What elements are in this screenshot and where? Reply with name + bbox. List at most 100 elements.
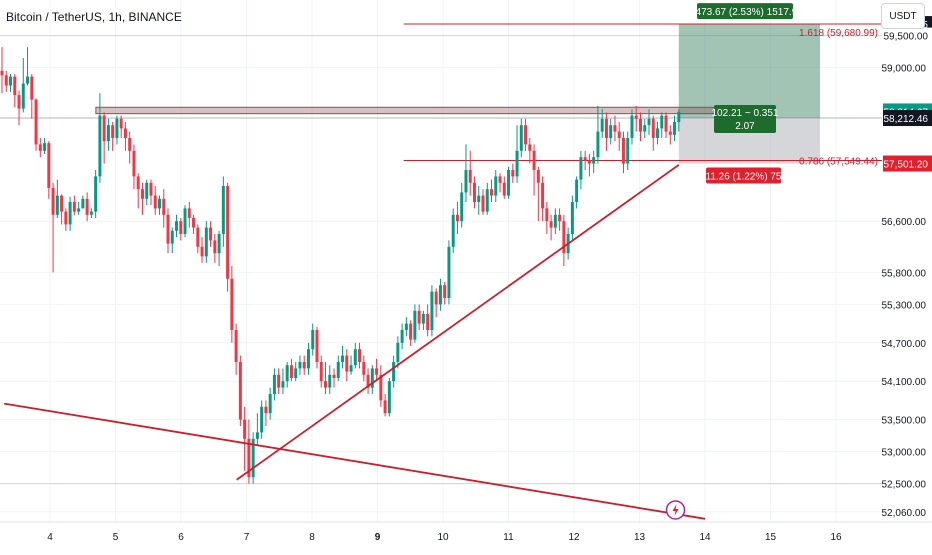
candle [290,365,293,378]
candle [430,292,433,330]
candle [579,157,582,179]
candle [264,407,267,413]
candle [520,125,523,151]
candle [162,199,165,215]
stop-price-tag: 57,501.20 [884,160,929,171]
candle [137,176,140,189]
price-tick: 53,500.00 [882,416,927,427]
candle [384,400,387,413]
currency-button[interactable]: USDT [881,3,925,29]
candle [230,279,233,330]
price-tick: 55,800.00 [882,268,927,279]
candle [545,208,548,221]
candle [507,170,510,196]
candle [179,221,182,234]
candle [354,349,357,365]
candle [30,77,33,100]
price-tag-plain: 59,500.00 [884,32,929,43]
candle [52,188,55,215]
candle [184,208,187,234]
candle [218,234,221,253]
ratio-label: 102.21 ~ 0.351 [711,108,778,119]
candle [639,119,642,132]
candle [482,196,485,212]
candle [303,362,306,368]
candle [239,362,242,420]
candle [643,125,646,131]
candle [77,208,80,211]
target-label: 1,473.67 (2.53%) 1517.98 [687,7,803,18]
time-axis-bg [0,522,932,550]
candle [35,100,38,145]
candle [154,196,157,209]
price-tag: 58,212.46 [884,114,929,125]
candle [473,183,476,202]
candle [98,116,101,177]
candle [324,381,327,387]
candle [396,343,399,362]
candle [294,368,297,378]
candle [422,314,425,324]
candle [618,132,621,138]
candle [43,143,46,151]
candle [47,143,50,188]
candle [124,128,127,138]
candle [94,176,97,211]
candle [205,228,208,257]
candle [405,324,408,330]
candle [592,157,595,163]
candle [337,362,340,378]
candle [516,151,519,177]
candle [435,292,438,305]
candle [311,330,314,349]
trendlines [4,165,705,519]
candle [60,196,63,212]
stop-label: 711.26 (1.22%) 750 [700,172,788,183]
candle [64,212,67,225]
candle [528,144,531,150]
candle [494,176,497,195]
date-tick: 9 [375,532,381,543]
candle [486,189,489,211]
candle [115,119,118,138]
candle [13,77,16,96]
candle [222,186,225,234]
candle [392,362,395,381]
candle [456,215,459,221]
candle [81,199,84,209]
candle [1,71,4,75]
candle [69,202,72,224]
date-tick: 4 [47,532,53,543]
date-tick: 7 [244,532,250,543]
candle [477,196,480,202]
candle [375,368,378,374]
candle [315,330,318,362]
date-tick: 11 [503,532,514,543]
candle [524,125,527,144]
candle [452,215,455,247]
candle [90,212,93,215]
candle [18,95,21,108]
date-tick: 12 [568,532,580,543]
price-tick: 53,000.00 [882,448,927,459]
candle [256,432,259,438]
candle [401,330,404,343]
candle [588,160,591,163]
candle [673,122,676,135]
candle [26,77,29,84]
price-tick: 52,500.00 [882,480,927,491]
candle [345,356,348,372]
candle [235,330,238,362]
candle [677,112,680,122]
candle [209,228,212,241]
alert-badge[interactable] [667,501,685,519]
candle [103,116,106,142]
candle [571,202,574,234]
price-tick: 55,300.00 [882,300,927,311]
candle [167,215,170,244]
candle [533,151,536,170]
candle [269,394,272,413]
